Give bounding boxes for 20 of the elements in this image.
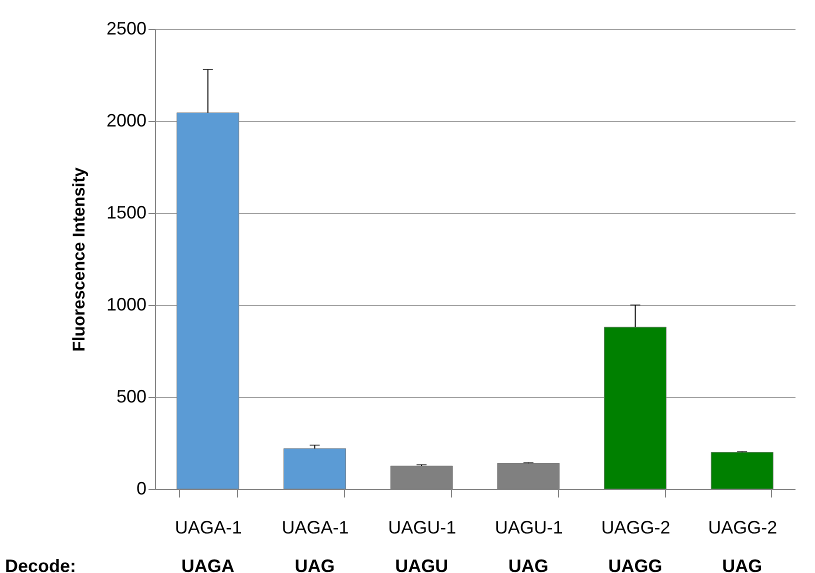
x-tick-label: UAGA-1	[174, 518, 242, 538]
text: Decode:	[5, 556, 76, 573]
x-tick-label: UAGG-2	[708, 518, 778, 538]
y-tick-label: 1000	[106, 294, 146, 314]
y-tick-label: 2000	[106, 110, 146, 130]
y-tick-label: 0	[136, 478, 146, 498]
text: UAG	[294, 556, 335, 573]
x-tick-label: UAGU-1	[494, 518, 563, 538]
x-tick-label: UAGG-2	[601, 518, 670, 538]
text: UAGA	[181, 556, 234, 573]
x-tick-label: UAGU-1	[388, 518, 456, 538]
y-tick-label: 2500	[106, 18, 146, 38]
text: UAGG	[608, 556, 662, 573]
y-axis-title: Fluorescence Intensity	[69, 166, 88, 352]
text: UAG	[722, 556, 762, 573]
y-tick-label: 500	[116, 386, 146, 406]
text: UAG	[508, 556, 548, 573]
text: UAGU	[395, 556, 448, 573]
x-tick-label: UAGA-1	[282, 518, 349, 538]
y-tick-label: 1500	[106, 202, 146, 222]
